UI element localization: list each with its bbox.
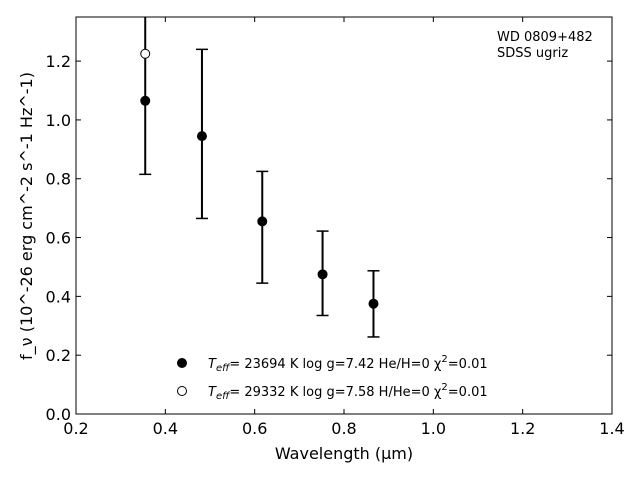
data-point-filled [317, 269, 328, 280]
x-tick-label: 0.8 [331, 419, 356, 438]
data-point-filled [257, 216, 268, 227]
legend-marker-filled [177, 358, 187, 368]
x-tick-label: 1.2 [510, 419, 535, 438]
x-axis-label: Wavelength (μm) [275, 444, 413, 463]
plot-frame [75, 16, 613, 415]
x-tick-label: 0.2 [63, 419, 88, 438]
y-tick-label: 0.6 [46, 229, 71, 248]
x-tick-label: 1.0 [421, 419, 446, 438]
x-tick-label: 0.4 [153, 419, 178, 438]
errorbars-layer [139, 17, 380, 338]
data-point-filled [368, 298, 379, 309]
y-axis-label: f_ν (10^-26 erg cm^-2 s^-1 Hz^-1) [17, 72, 37, 360]
y-tick-label: 0.0 [46, 405, 71, 424]
y-tick-label: 1.2 [46, 52, 71, 71]
annotation-object: WD 0809+482 [497, 30, 593, 45]
legend-label-model-1: Teff= 23694 K log g=7.42 He/H=0 χ2=0.01 [208, 354, 488, 374]
x-tick-label: 0.6 [242, 419, 267, 438]
annotation-survey: SDSS ugriz [497, 46, 568, 61]
data-point-open [140, 48, 151, 59]
ticks-layer: 0.2 0.4 0.6 0.8 1.0 1.2 1.40.00.20.40.60.81.01… [46, 17, 625, 438]
data-point-filled [140, 95, 151, 106]
points-layer [140, 48, 379, 309]
legend-label-model-2: Teff= 29332 K log g=7.58 H/He=0 χ2=0.01 [208, 382, 488, 402]
legend-marker-open [177, 386, 187, 396]
x-tick-label: 1.4 [599, 419, 624, 438]
data-point-filled [196, 131, 207, 142]
y-tick-label: 1.0 [46, 111, 71, 130]
legend: Teff= 23694 K log g=7.42 He/H=0 χ2=0.01 … [177, 354, 488, 402]
y-tick-label: 0.4 [46, 287, 71, 306]
y-tick-label: 0.8 [46, 170, 71, 189]
y-tick-label: 0.2 [46, 346, 71, 365]
